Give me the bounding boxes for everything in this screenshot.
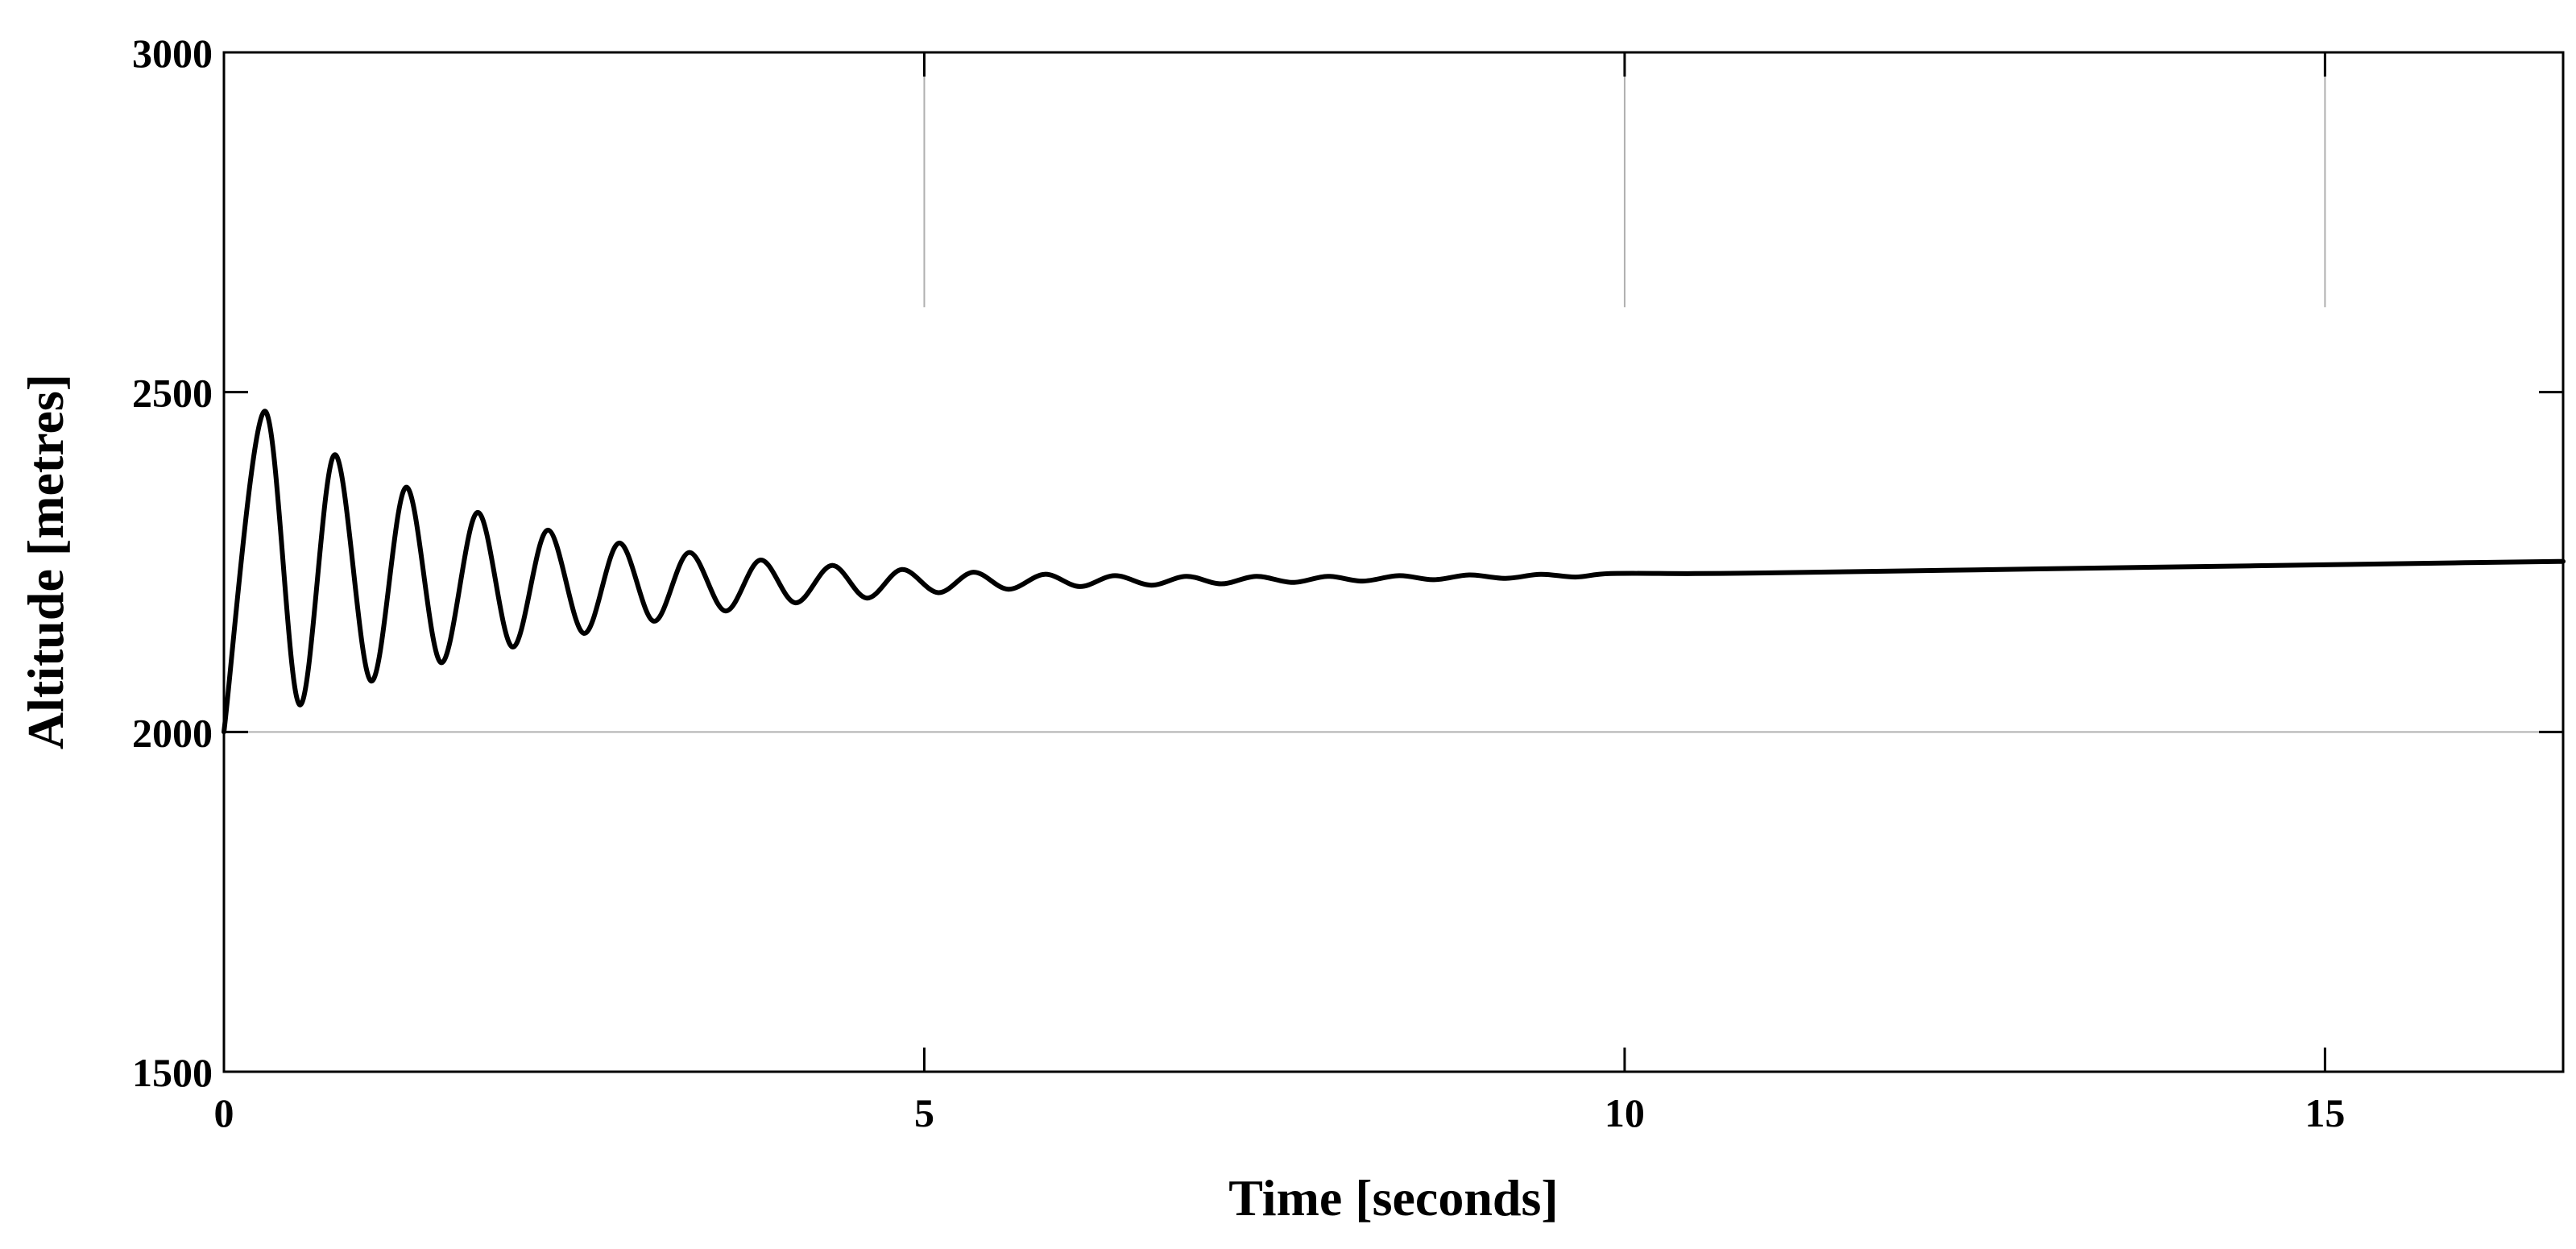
x-tick-label: 10 [1605,1090,1645,1135]
gridlines [224,52,2563,733]
y-tick-label: 1500 [132,1050,213,1095]
x-tick-label: 5 [914,1090,934,1135]
series-line-altitude [222,409,2566,735]
y-tick-label: 2000 [132,710,213,755]
axis-ticks [222,51,2563,1073]
y-axis-title: Altitude [metres] [17,374,74,749]
x-axis-title: Time [seconds] [1228,1169,1558,1226]
y-tick-label: 3000 [132,31,213,76]
plot-frame [222,51,2565,1073]
tick-labels: 0 5 10 15 1500 2000 2500 3000 [132,31,2345,1135]
y-tick-label: 2500 [132,371,213,416]
x-tick-label: 0 [214,1090,234,1135]
x-tick-label: 15 [2305,1090,2345,1135]
